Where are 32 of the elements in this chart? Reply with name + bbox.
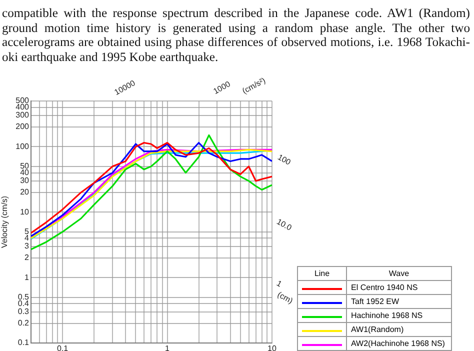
y-tick-label: 0.5 bbox=[18, 292, 30, 302]
y-tick-label: 40 bbox=[20, 168, 30, 177]
legend-title: Wave bbox=[346, 266, 452, 280]
y-tick-label: 2 bbox=[24, 253, 30, 262]
x-tick-label: 10 bbox=[268, 344, 277, 351]
x-tick-label: 1 bbox=[165, 344, 170, 351]
text: 1 bbox=[275, 278, 284, 290]
text: (cm) bbox=[276, 290, 295, 306]
y-axis-title: Velocity (cm/s) bbox=[0, 196, 10, 248]
y-tick-label: 200 bbox=[16, 122, 30, 132]
y-tick-label: 3 bbox=[24, 242, 30, 251]
legend-label: El Centro 1940 NS bbox=[346, 280, 452, 294]
y-tick-label: 0.2 bbox=[18, 318, 30, 328]
text: Line bbox=[298, 266, 346, 280]
y-tick-label: 400 bbox=[16, 102, 30, 112]
y-tick-label: 0.4 bbox=[18, 298, 30, 308]
legend-label: AW1(Random) bbox=[346, 322, 452, 336]
y-tick-label: 0.3 bbox=[18, 306, 30, 316]
y-tick-label: 30 bbox=[20, 176, 30, 186]
x-tick-label: 0.1 bbox=[56, 344, 69, 351]
y-tick-label: 10 bbox=[20, 207, 30, 216]
text: 100 bbox=[276, 152, 293, 168]
legend-label: Hachinohe 1968 NS bbox=[346, 308, 452, 322]
y-tick-label: 300 bbox=[16, 110, 30, 120]
text: compatible with the response spectrum described in the Japanese code. AW1 (Random) ground motion time history is generated using a random phase angle. The other two accelerograms are obtained using phase differences of observed motions, i.e. 1968 Tokachi-oki earthquake and 1995 Kobe earthquake. bbox=[2, 6, 470, 64]
legend-label: AW2(Hachinohe 1968 NS) bbox=[346, 336, 452, 350]
y-tick-label: 100 bbox=[16, 142, 30, 151]
text: 10.0 bbox=[275, 217, 294, 233]
y-tick-label: 1 bbox=[24, 272, 30, 282]
text: 1000 bbox=[212, 79, 232, 96]
y-tick-label: 20 bbox=[20, 188, 30, 197]
legend-label: Taft 1952 EW bbox=[346, 294, 452, 308]
